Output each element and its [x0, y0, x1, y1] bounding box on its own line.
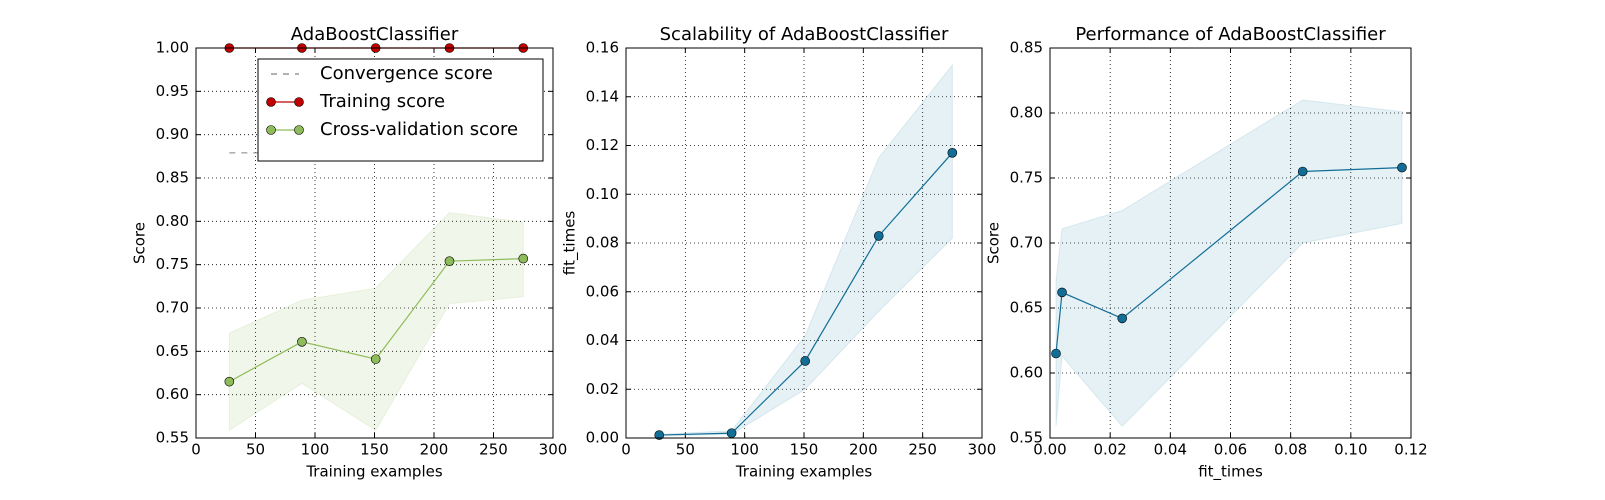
- data-point: [947, 148, 958, 158]
- x-tick-label: 0.12: [1394, 441, 1427, 459]
- data-point: [726, 428, 737, 438]
- y-tick-label: 1.00: [156, 39, 189, 57]
- legend-label: Convergence score: [320, 63, 493, 84]
- x-tick-label: 200: [849, 441, 878, 459]
- error-band: [658, 63, 953, 437]
- axes-frame: [1049, 47, 1412, 439]
- y-tick-label: 0.10: [586, 185, 619, 203]
- y-tick-label: 0.60: [156, 385, 189, 403]
- x-tick-label: 0.06: [1214, 441, 1247, 459]
- legend-marker: [266, 97, 276, 107]
- data-point: [1117, 313, 1127, 324]
- x-axis-label: Training examples: [735, 463, 873, 481]
- y-tick-label: 0.70: [1010, 234, 1043, 252]
- data-point: [1297, 166, 1308, 177]
- y-axis-label: fit_times: [561, 211, 580, 276]
- legend-marker: [266, 125, 276, 135]
- legend-marker: [294, 97, 304, 107]
- data-point: [297, 336, 307, 347]
- x-tick-label: 0: [621, 441, 631, 459]
- x-tick-label: 250: [908, 441, 937, 459]
- x-tick-label: 50: [246, 441, 265, 459]
- x-tick-label: 300: [539, 441, 568, 459]
- x-tick-label: 0: [191, 441, 201, 459]
- y-tick-label: 0.80: [1010, 104, 1043, 122]
- y-axis-label: Score: [985, 222, 1003, 264]
- y-tick-label: 0.65: [156, 342, 189, 360]
- y-tick-label: 0.95: [156, 82, 189, 100]
- y-tick-label: 0.04: [586, 331, 619, 349]
- data-point: [654, 430, 665, 440]
- x-tick-label: 150: [790, 441, 819, 459]
- data-point: [444, 256, 455, 267]
- x-tick-label: 0.10: [1334, 441, 1367, 459]
- data-point: [370, 354, 381, 364]
- data-point: [1397, 162, 1407, 173]
- x-tick-label: 50: [676, 441, 695, 459]
- chart-title: AdaBoostClassifier: [291, 24, 459, 45]
- chart-title: Scalability of AdaBoostClassifier: [660, 24, 949, 45]
- y-tick-label: 0.75: [156, 255, 189, 273]
- y-tick-label: 0.90: [156, 125, 189, 143]
- y-tick-label: 0.12: [586, 136, 619, 154]
- x-axis-label: Training examples: [305, 463, 443, 481]
- x-tick-label: 250: [479, 441, 508, 459]
- y-tick-label: 0.16: [586, 39, 619, 57]
- axes-frame: [625, 47, 983, 439]
- x-tick-label: 300: [968, 441, 997, 459]
- axes-frame: [195, 47, 554, 439]
- y-tick-label: 0.00: [586, 429, 619, 447]
- legend-marker: [294, 125, 304, 135]
- error-band: [1055, 99, 1403, 428]
- y-tick-label: 0.65: [1010, 299, 1043, 317]
- y-tick-label: 0.75: [1010, 169, 1043, 187]
- y-tick-label: 0.55: [156, 429, 189, 447]
- y-axis-label: Score: [131, 222, 149, 264]
- legend-box: [257, 58, 544, 162]
- x-tick-label: 0.00: [1033, 441, 1066, 459]
- x-tick-label: 150: [360, 441, 389, 459]
- legend-label: Cross-validation score: [320, 119, 518, 140]
- chart-title: Performance of AdaBoostClassifier: [1075, 24, 1386, 45]
- x-tick-label: 200: [420, 441, 449, 459]
- data-point: [1051, 348, 1061, 359]
- x-tick-label: 100: [301, 441, 330, 459]
- x-tick-label: 100: [730, 441, 759, 459]
- y-tick-label: 0.60: [1010, 364, 1043, 382]
- legend: Convergence score Training score Cross-val…: [257, 58, 544, 162]
- data-point: [518, 253, 529, 264]
- x-tick-label: 0.08: [1274, 441, 1307, 459]
- data-point: [873, 231, 884, 241]
- x-tick-label: 0.04: [1154, 441, 1187, 459]
- y-tick-label: 0.02: [586, 380, 619, 398]
- y-tick-label: 0.08: [586, 234, 619, 252]
- y-tick-label: 0.80: [156, 212, 189, 230]
- legend-label: Training score: [319, 91, 445, 112]
- y-tick-label: 0.55: [1010, 429, 1043, 447]
- y-tick-label: 0.85: [156, 169, 189, 187]
- y-tick-label: 0.70: [156, 299, 189, 317]
- error-band: [228, 212, 524, 432]
- data-point: [224, 376, 235, 387]
- x-tick-label: 0.02: [1093, 441, 1126, 459]
- y-tick-label: 0.85: [1010, 39, 1043, 57]
- x-axis-label: fit_times: [1198, 463, 1263, 482]
- y-tick-label: 0.06: [586, 282, 619, 300]
- y-tick-label: 0.14: [586, 87, 619, 105]
- data-point: [1057, 287, 1067, 298]
- data-point: [800, 356, 810, 366]
